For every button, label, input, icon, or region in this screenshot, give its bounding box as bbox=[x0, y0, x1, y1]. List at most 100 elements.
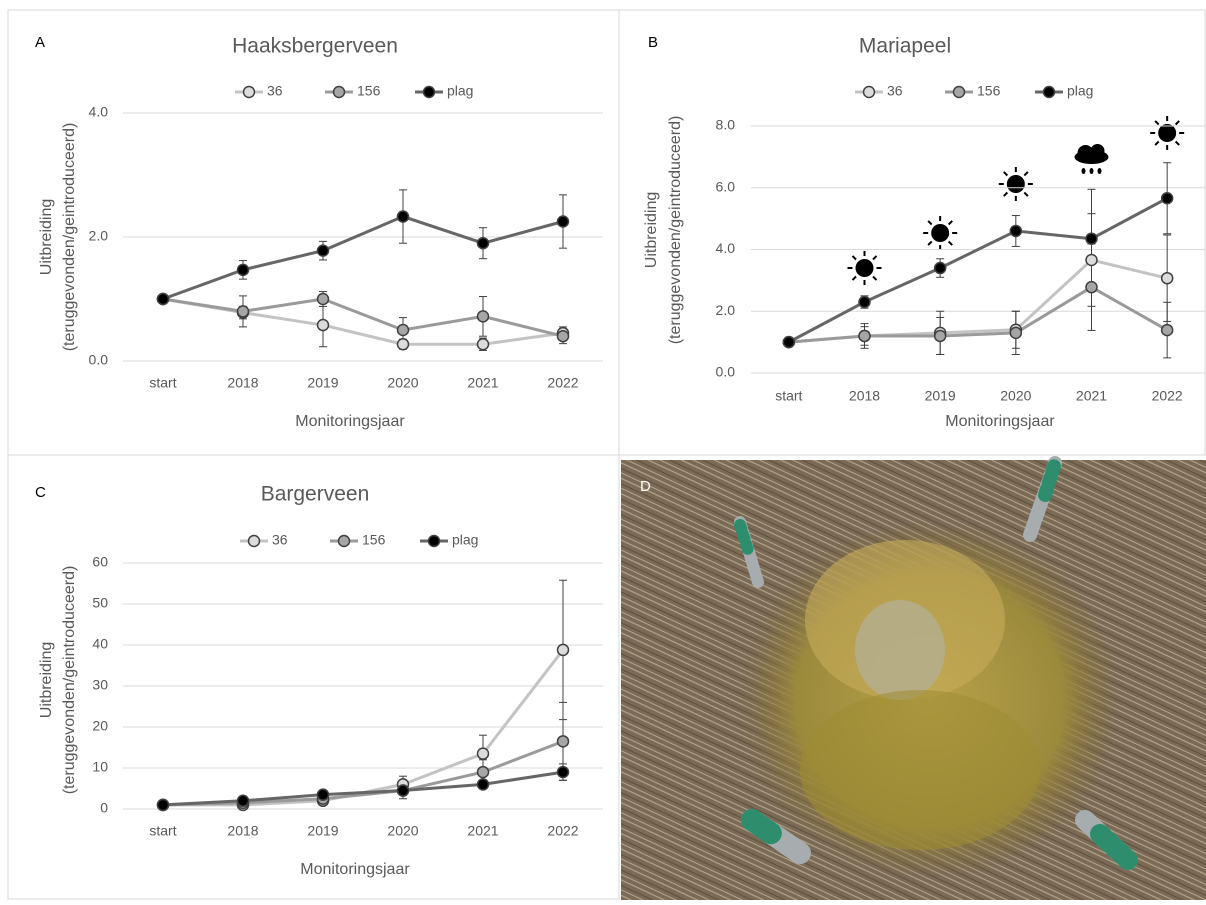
data-point bbox=[478, 238, 489, 249]
data-point bbox=[859, 330, 870, 341]
data-point bbox=[558, 644, 569, 655]
series-line bbox=[163, 772, 563, 805]
series-line bbox=[789, 198, 1167, 342]
y-tick-label: 50 bbox=[92, 595, 108, 611]
data-point bbox=[558, 216, 569, 227]
sun-ray bbox=[852, 276, 856, 280]
sun-ray bbox=[1155, 121, 1159, 125]
data-point bbox=[1086, 233, 1097, 244]
data-point bbox=[1162, 325, 1173, 336]
series-line bbox=[163, 299, 563, 336]
sun-ray bbox=[928, 221, 932, 225]
x-tick-label: 2022 bbox=[547, 375, 578, 391]
legend-marker bbox=[864, 87, 875, 98]
data-point bbox=[478, 748, 489, 759]
data-point bbox=[158, 799, 169, 810]
y-tick-label: 20 bbox=[92, 718, 108, 734]
data-point bbox=[478, 779, 489, 790]
x-tick-label: 2018 bbox=[227, 823, 258, 839]
x-tick-label: 2020 bbox=[387, 823, 418, 839]
series-line bbox=[789, 260, 1167, 342]
legend-label: 156 bbox=[357, 83, 381, 99]
y-tick-label: 60 bbox=[92, 554, 108, 570]
x-tick-label: 2020 bbox=[387, 375, 418, 391]
y-axis-title: (teruggevonden/geintroduceerd) bbox=[61, 566, 78, 795]
data-point bbox=[398, 785, 409, 796]
legend-marker bbox=[429, 536, 440, 547]
legend-marker bbox=[1044, 87, 1055, 98]
data-point bbox=[1010, 327, 1021, 338]
data-point bbox=[859, 296, 870, 307]
data-point bbox=[1086, 282, 1097, 293]
x-tick-label: 2019 bbox=[307, 375, 338, 391]
x-tick-label: 2021 bbox=[1076, 388, 1107, 404]
data-point bbox=[558, 767, 569, 778]
x-tick-label: 2020 bbox=[1000, 388, 1031, 404]
y-tick-label: 2.0 bbox=[716, 302, 736, 318]
series-line bbox=[789, 287, 1167, 342]
data-point bbox=[398, 211, 409, 222]
x-tick-label: start bbox=[775, 388, 802, 404]
sun-ray bbox=[1176, 121, 1180, 125]
panel-label: B bbox=[648, 34, 658, 51]
sun-ray bbox=[1024, 172, 1028, 176]
y-tick-label: 4.0 bbox=[89, 104, 109, 120]
data-point bbox=[398, 325, 409, 336]
data-point bbox=[935, 263, 946, 274]
y-tick-label: 40 bbox=[92, 636, 108, 652]
data-point bbox=[158, 294, 169, 305]
x-tick-label: 2018 bbox=[227, 375, 258, 391]
data-point bbox=[238, 264, 249, 275]
data-point bbox=[318, 245, 329, 256]
y-tick-label: 0 bbox=[100, 800, 108, 816]
sun-ray bbox=[1176, 141, 1180, 145]
x-axis-title: Monitoringsjaar bbox=[945, 413, 1055, 430]
data-point bbox=[1162, 273, 1173, 284]
data-point bbox=[1086, 254, 1097, 265]
y-axis-title: Uitbreiding bbox=[38, 199, 55, 275]
y-tick-label: 6.0 bbox=[716, 178, 736, 194]
data-point bbox=[478, 339, 489, 350]
x-tick-label: 2022 bbox=[547, 823, 578, 839]
chart-title: Bargerveen bbox=[261, 483, 370, 506]
legend-marker bbox=[249, 536, 260, 547]
series-line bbox=[163, 741, 563, 805]
chart-title: Haaksbergerveen bbox=[232, 35, 398, 58]
photo bbox=[621, 460, 1206, 900]
x-tick-label: 2021 bbox=[467, 823, 498, 839]
x-tick-label: 2018 bbox=[849, 388, 880, 404]
y-tick-label: 2.0 bbox=[89, 228, 109, 244]
x-tick-label: 2022 bbox=[1152, 388, 1183, 404]
panel-label: C bbox=[35, 484, 46, 501]
data-point bbox=[1162, 193, 1173, 204]
sun-ray bbox=[852, 256, 856, 260]
y-axis-title: Uitbreiding bbox=[643, 192, 660, 268]
y-axis-title: Uitbreiding bbox=[38, 642, 55, 718]
y-tick-label: 0.0 bbox=[89, 352, 109, 368]
x-tick-label: 2019 bbox=[307, 823, 338, 839]
x-tick-label: start bbox=[149, 375, 176, 391]
data-point bbox=[558, 736, 569, 747]
panel-label: D bbox=[640, 478, 651, 495]
figure: D A Haaksbergerveen 0.0 2.0 4.0 start 2018 2019… bbox=[0, 0, 1206, 900]
data-point bbox=[1010, 225, 1021, 236]
data-point bbox=[318, 294, 329, 305]
chart-title: Mariapeel bbox=[859, 35, 951, 58]
legend-label: 156 bbox=[977, 83, 1001, 99]
x-tick-label: 2021 bbox=[467, 375, 498, 391]
data-point bbox=[478, 311, 489, 322]
sun-ray bbox=[1155, 141, 1159, 145]
legend-label: plag bbox=[447, 83, 473, 99]
x-axis-title: Monitoringsjaar bbox=[295, 413, 405, 430]
legend-marker bbox=[244, 87, 255, 98]
weather-icons bbox=[848, 116, 1185, 285]
legend-marker bbox=[339, 536, 350, 547]
panel-label: A bbox=[35, 34, 45, 51]
sun-icon bbox=[856, 259, 874, 277]
legend-label: 36 bbox=[267, 83, 283, 99]
panel-frame bbox=[619, 10, 1205, 455]
rain-drop bbox=[1082, 168, 1086, 174]
data-point bbox=[238, 306, 249, 317]
sun-ray bbox=[873, 276, 877, 280]
data-point bbox=[238, 795, 249, 806]
